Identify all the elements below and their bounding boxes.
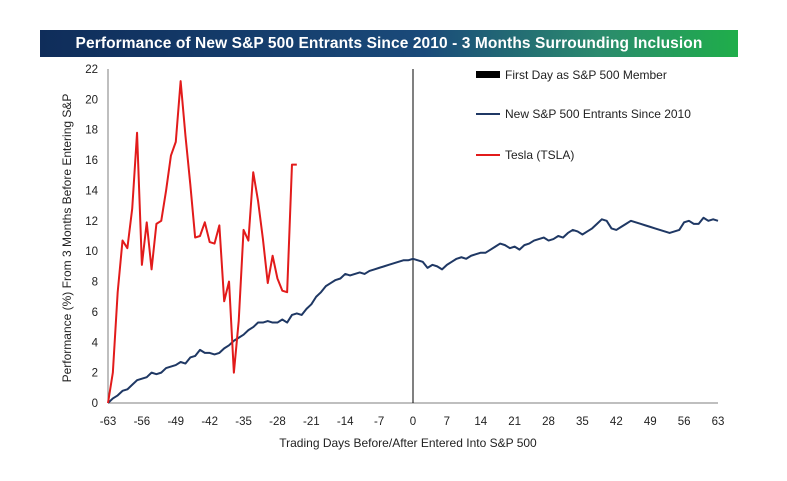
y-tick-label: 6 bbox=[92, 307, 98, 319]
x-tick-label: 49 bbox=[644, 416, 657, 428]
y-tick-label: 14 bbox=[85, 185, 98, 197]
y-tick-label: 10 bbox=[85, 246, 98, 258]
x-tick-label: -14 bbox=[337, 416, 354, 428]
x-tick-label: 21 bbox=[508, 416, 521, 428]
x-tick-label: -49 bbox=[167, 416, 184, 428]
x-tick-label: 35 bbox=[576, 416, 589, 428]
y-tick-label: 4 bbox=[92, 337, 99, 349]
title-bar: Performance of New S&P 500 Entrants Sinc… bbox=[40, 30, 738, 57]
series-line-new-entrants bbox=[107, 216, 719, 404]
x-tick-label: 28 bbox=[542, 416, 555, 428]
x-tick-label: -28 bbox=[269, 416, 286, 428]
x-tick-label: -21 bbox=[303, 416, 320, 428]
x-tick-label: 63 bbox=[712, 416, 725, 428]
x-tick-label: -7 bbox=[374, 416, 384, 428]
y-tick-label: 12 bbox=[85, 216, 98, 228]
x-tick-label: 7 bbox=[444, 416, 450, 428]
legend: First Day as S&P 500 Member New S&P 500 … bbox=[476, 68, 691, 162]
series bbox=[107, 80, 719, 404]
chart-title: Performance of New S&P 500 Entrants Sinc… bbox=[75, 34, 703, 52]
legend-label-tesla: Tesla (TSLA) bbox=[505, 148, 574, 162]
y-tick-label: 16 bbox=[85, 155, 98, 167]
legend-label-entrants: New S&P 500 Entrants Since 2010 bbox=[505, 107, 691, 121]
y-tick-label: 2 bbox=[92, 368, 98, 380]
y-tick-label: 20 bbox=[85, 94, 98, 106]
x-tick-label: 0 bbox=[410, 416, 416, 428]
x-tick-label: 42 bbox=[610, 416, 623, 428]
y-axis-title: Performance (%) From 3 Months Before Ent… bbox=[60, 94, 74, 383]
y-tick-labels: 0 2 4 6 8 10 12 14 16 18 20 22 bbox=[85, 64, 98, 410]
x-tick-labels: -63 -56 -49 -42 -35 -28 -21 -14 -7 0 7 14 21 28 35 42 49… bbox=[100, 416, 725, 428]
y-tick-label: 22 bbox=[85, 64, 98, 76]
x-axis-title: Trading Days Before/After Entered Into S… bbox=[279, 436, 537, 450]
x-tick-label: -42 bbox=[201, 416, 218, 428]
y-tick-label: 8 bbox=[92, 277, 98, 289]
x-tick-label: -63 bbox=[100, 416, 117, 428]
x-tick-label: -35 bbox=[235, 416, 252, 428]
legend-label-first-day: First Day as S&P 500 Member bbox=[505, 68, 667, 82]
y-tick-label: 18 bbox=[85, 125, 98, 137]
x-tick-label: -56 bbox=[134, 416, 151, 428]
legend-swatch-first-day bbox=[476, 71, 500, 78]
x-tick-label: 14 bbox=[474, 416, 487, 428]
x-tick-label: 56 bbox=[678, 416, 691, 428]
series-line-tesla bbox=[107, 80, 297, 404]
y-tick-label: 0 bbox=[92, 398, 98, 410]
